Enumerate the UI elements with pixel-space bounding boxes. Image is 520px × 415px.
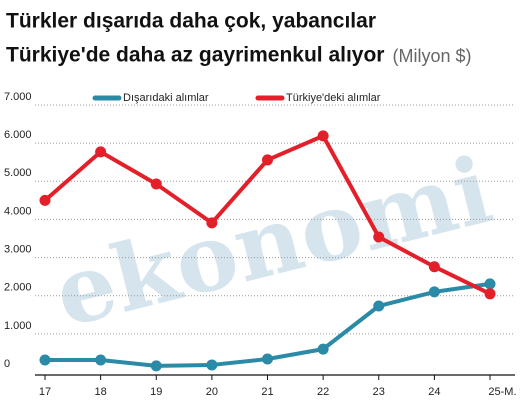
data-point	[150, 360, 162, 372]
data-point	[206, 217, 218, 229]
x-tick-label: 18	[95, 386, 107, 398]
x-tick-label: 25-M. yıllık	[488, 386, 520, 398]
chart-title: Türkiye'de daha az gayrimenkul alıyor	[6, 44, 384, 67]
x-tick-label: 22	[317, 386, 329, 398]
chart-title: Türkler dışarıda daha çok, yabancılar	[6, 10, 376, 33]
data-point	[262, 154, 273, 166]
x-tick-label: 24	[428, 386, 440, 398]
data-point	[39, 354, 51, 366]
data-point	[317, 343, 329, 355]
data-point	[373, 231, 385, 243]
x-tick-label: 21	[261, 386, 273, 398]
x-tick-label: 19	[150, 386, 162, 398]
legend-label: Türkiye'deki alımlar	[286, 92, 381, 104]
data-point	[150, 178, 162, 190]
y-tick-label: 1.000	[4, 320, 32, 332]
data-point	[262, 353, 273, 365]
data-point	[95, 354, 107, 366]
watermark: ekonomi	[44, 136, 501, 348]
y-tick-label: 6.000	[4, 129, 32, 141]
data-point	[206, 359, 218, 371]
data-point	[428, 261, 440, 273]
data-point	[317, 130, 329, 142]
data-point	[95, 146, 107, 158]
data-point	[428, 286, 440, 298]
data-point	[373, 300, 385, 312]
y-tick-label: 7.000	[4, 91, 32, 103]
data-point	[484, 278, 496, 290]
y-tick-label: 2.000	[4, 282, 32, 294]
y-tick-label: 3.000	[4, 243, 32, 255]
x-tick-label: 20	[206, 386, 218, 398]
data-point	[484, 288, 496, 300]
x-tick-label: 23	[373, 386, 385, 398]
data-point	[39, 194, 51, 206]
y-tick-label: 0	[4, 358, 10, 370]
y-tick-label: 5.000	[4, 167, 32, 179]
chart-subtitle: (Milyon $)	[392, 46, 471, 66]
y-tick-label: 4.000	[4, 205, 32, 217]
legend-label: Dışarıdaki alımlar	[123, 92, 209, 104]
x-tick-label: 17	[39, 386, 51, 398]
